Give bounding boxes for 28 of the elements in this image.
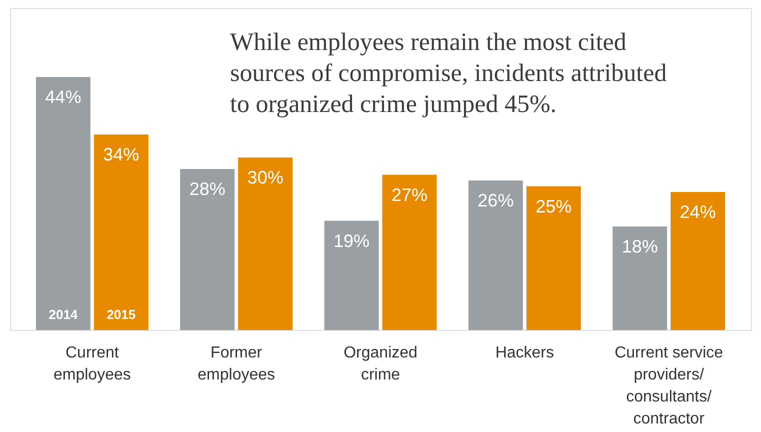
bar xyxy=(180,169,235,330)
data-label: 26% xyxy=(478,190,514,210)
x-tick-label: Former employees xyxy=(198,344,276,384)
data-label: 19% xyxy=(334,230,370,251)
x-tick-label: Current service providers/ consultants/ contractor xyxy=(614,344,724,428)
bar xyxy=(324,220,379,330)
data-label: 30% xyxy=(247,168,284,188)
x-tick-label: Organized crime xyxy=(344,344,418,384)
bar xyxy=(526,186,581,330)
data-label: 34% xyxy=(103,144,140,164)
x-tick-label: Hackers xyxy=(495,344,554,362)
bar xyxy=(468,180,523,330)
data-label: 18% xyxy=(622,236,658,256)
series-label: 2015 xyxy=(106,307,136,322)
bar xyxy=(670,192,726,330)
data-label: 27% xyxy=(391,184,428,205)
x-tick-label: Current employees xyxy=(53,344,131,384)
bar xyxy=(94,134,148,330)
bar xyxy=(612,226,668,330)
bar xyxy=(36,77,90,330)
series-label: 2014 xyxy=(48,307,78,322)
text: While employees remain the most cited sources of compromise, incidents attributed to organized crime jumped 45%. xyxy=(230,29,668,118)
bar xyxy=(382,174,437,330)
data-label: 28% xyxy=(189,179,226,199)
bar xyxy=(238,158,293,330)
data-label: 24% xyxy=(680,202,716,222)
data-label: 44% xyxy=(45,87,82,107)
data-label: 25% xyxy=(536,196,572,216)
